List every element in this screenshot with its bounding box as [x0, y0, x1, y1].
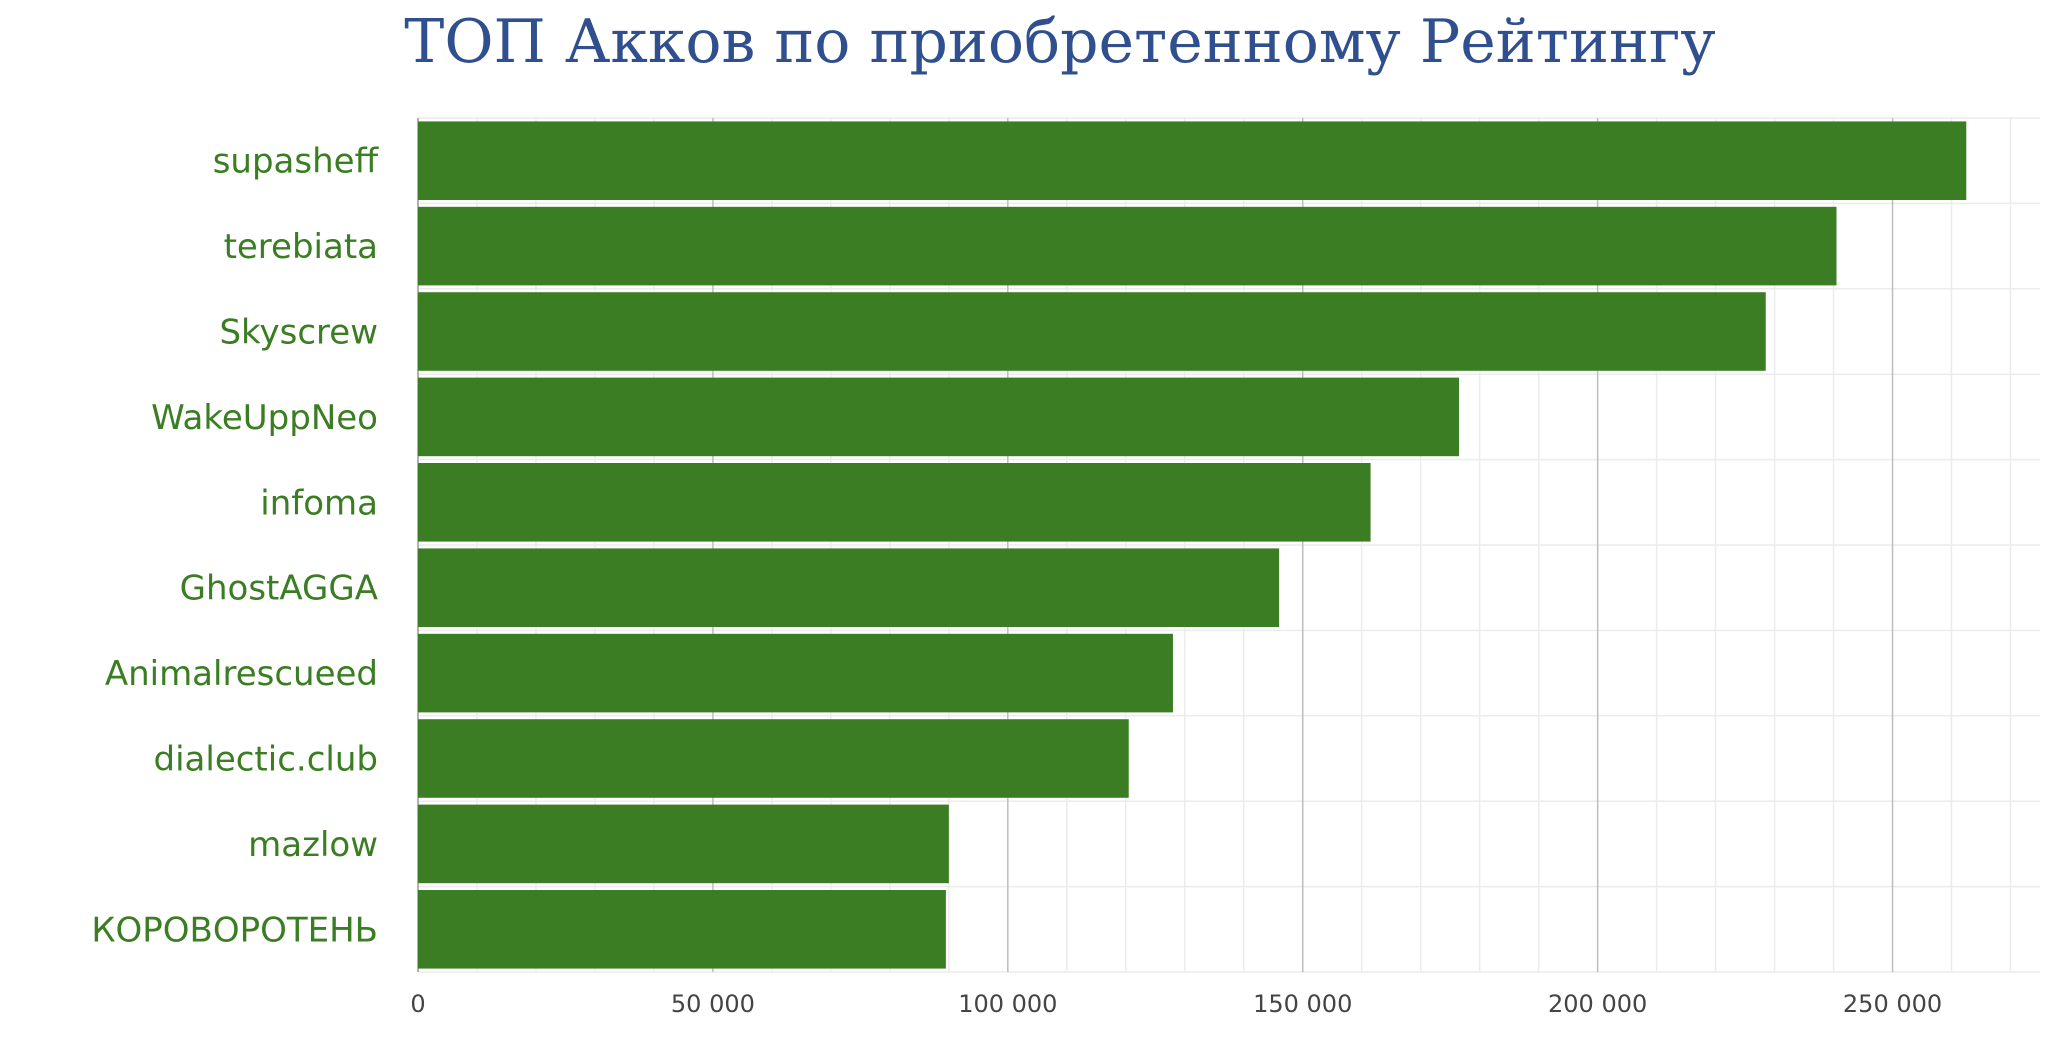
- category-label: mazlow: [248, 825, 378, 865]
- category-label: dialectic.club: [154, 740, 378, 780]
- bar: [418, 463, 1371, 542]
- x-tick-label: 150 000: [1253, 990, 1352, 1018]
- category-label: Animalrescueed: [105, 654, 378, 694]
- bar: [418, 804, 949, 884]
- bar: [418, 292, 1766, 371]
- bar: [418, 206, 1837, 286]
- category-label: Skyscrew: [219, 313, 378, 353]
- x-tick-label: 0: [410, 990, 425, 1018]
- x-tick-label: 50 000: [671, 990, 755, 1018]
- x-tick-label: 250 000: [1843, 990, 1942, 1018]
- bar: [418, 719, 1129, 798]
- bar: [418, 377, 1460, 457]
- category-label: infoma: [260, 483, 378, 523]
- x-tick-label: 200 000: [1548, 990, 1647, 1018]
- bar: [418, 548, 1280, 627]
- bar: [418, 890, 946, 969]
- category-labels: supasheff terebiata Skyscrew WakeUppNeo info…: [91, 142, 379, 951]
- x-tick-labels: 0 50 000 100 000 150 000 200 000 250 000: [410, 990, 1942, 1018]
- category-label: WakeUppNeo: [151, 398, 378, 438]
- bars-group: [418, 121, 1967, 969]
- bar: [418, 633, 1173, 713]
- category-label: supasheff: [213, 142, 380, 182]
- chart-title: ТОП Акков по приобретенному Рейтингу: [404, 7, 1715, 77]
- category-label: GhostAGGA: [180, 569, 378, 609]
- category-label: terebiata: [224, 227, 378, 267]
- x-tick-label: 100 000: [958, 990, 1057, 1018]
- category-label: КОРОВОРОТЕНЬ: [91, 910, 378, 950]
- bar: [418, 121, 1967, 200]
